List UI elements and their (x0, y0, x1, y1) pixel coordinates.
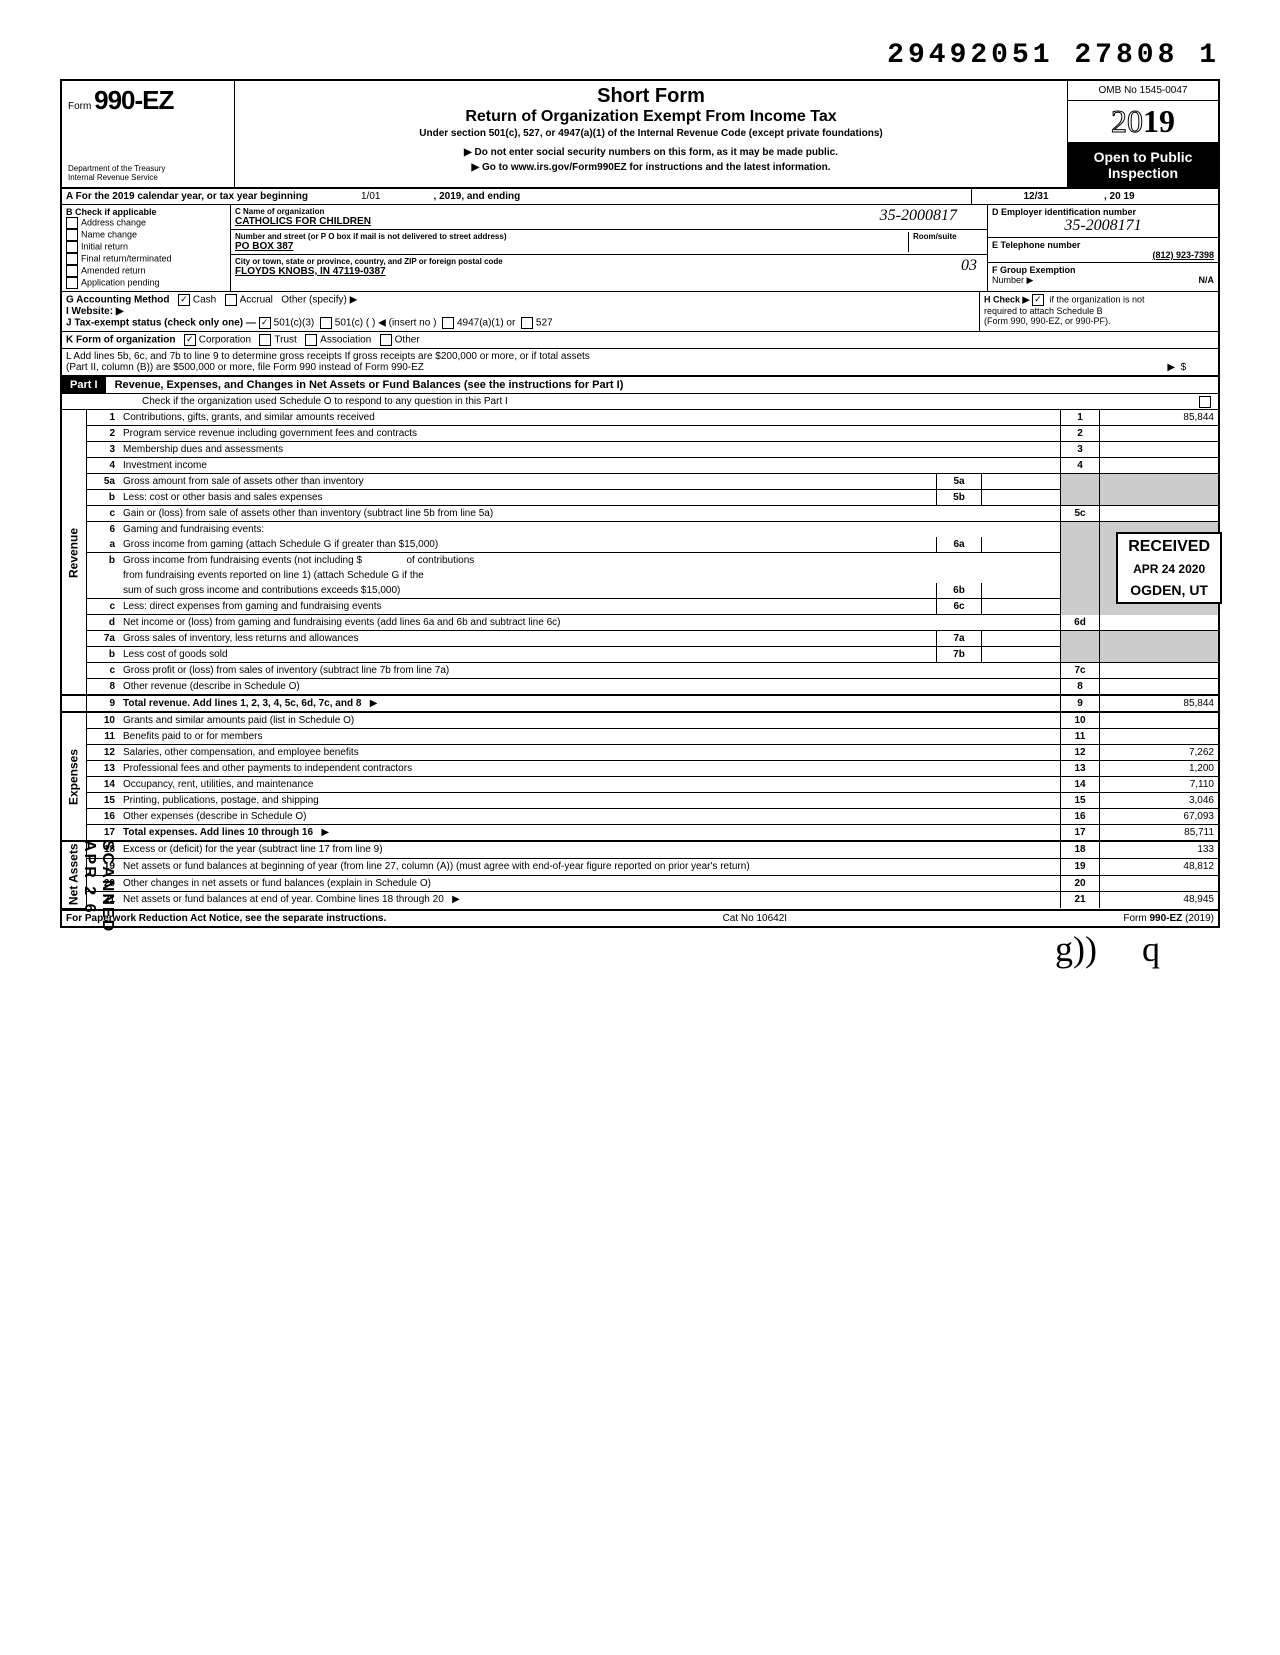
row-a-tax-year: A For the 2019 calendar year, or tax yea… (62, 189, 1218, 205)
part-1-body: Revenue 1Contributions, gifts, grants, a… (62, 410, 1218, 909)
document-locator-number: 29492051 27808 1 (60, 40, 1220, 71)
cash-checkbox[interactable] (178, 294, 190, 306)
form-header: Form 990-EZ Department of the Treasury I… (62, 81, 1218, 189)
527-checkbox[interactable] (521, 317, 533, 329)
form-frame: Form 990-EZ Department of the Treasury I… (60, 79, 1220, 928)
tax-year: 2019 (1068, 101, 1218, 143)
phone: (812) 923-7398 (992, 250, 1214, 260)
schedule-b-checkbox[interactable] (1032, 294, 1044, 306)
association-checkbox[interactable] (305, 334, 317, 346)
form-prefix: Form (68, 101, 91, 112)
org-name: CATHOLICS FOR CHILDREN (235, 216, 371, 227)
line-16-amount: 67,093 (1100, 809, 1219, 825)
part-1-check-row: Check if the organization used Schedule … (62, 394, 1218, 410)
line-9-amount: 85,844 (1100, 695, 1219, 712)
address-change-checkbox[interactable] (66, 217, 78, 229)
open-to-public: Open to Public Inspection (1068, 143, 1218, 187)
line-18-amount: 133 (1100, 841, 1219, 858)
row-l: L Add lines 5b, 6c, and 7b to line 9 to … (62, 349, 1218, 377)
org-address: PO BOX 387 (235, 241, 908, 252)
header-right: OMB No 1545-0047 2019 Open to Public Ins… (1067, 81, 1218, 187)
form-footer: For Paperwork Reduction Act Notice, see … (62, 909, 1218, 926)
line-15-amount: 3,046 (1100, 793, 1219, 809)
line-19-amount: 48,812 (1100, 858, 1219, 875)
received-stamp: RECEIVED APR 24 2020 OGDEN, UT (1116, 532, 1222, 604)
schedule-o-checkbox[interactable] (1199, 396, 1211, 408)
row-k: K Form of organization Corporation Trust… (62, 332, 1218, 349)
hand-03: 03 (961, 257, 977, 275)
line-21-amount: 48,945 (1100, 892, 1219, 908)
line-13-amount: 1,200 (1100, 761, 1219, 777)
line-14-amount: 7,110 (1100, 777, 1219, 793)
header-center: Short Form Return of Organization Exempt… (235, 81, 1067, 187)
col-b-checkboxes: B Check if applicable Address change Nam… (62, 205, 231, 291)
org-city: FLOYDS KNOBS, IN 47119-0387 (235, 266, 386, 277)
501c3-checkbox[interactable] (259, 317, 271, 329)
4947-checkbox[interactable] (442, 317, 454, 329)
org-info-block: B Check if applicable Address change Nam… (62, 205, 1218, 292)
col-h: H Check ▶ if the organization is not req… (979, 292, 1218, 331)
col-c-org-details: C Name of organization CATHOLICS FOR CHI… (231, 205, 988, 291)
accrual-checkbox[interactable] (225, 294, 237, 306)
group-exemption: N/A (1199, 275, 1215, 285)
form-number: 990-EZ (94, 85, 173, 115)
application-pending-checkbox[interactable] (66, 277, 78, 289)
revenue-side-label: Revenue (62, 410, 87, 695)
short-form-label: Short Form (245, 85, 1057, 108)
corporation-checkbox[interactable] (184, 334, 196, 346)
line-1-amount: 85,844 (1100, 410, 1219, 426)
ein-circled: 35-2008171 (992, 217, 1214, 235)
line-17-amount: 85,711 (1100, 825, 1219, 842)
net-assets-side-label: Net Assets (62, 841, 87, 908)
website-note: ▶ Go to www.irs.gov/Form990EZ for instru… (245, 162, 1057, 173)
other-org-checkbox[interactable] (380, 334, 392, 346)
form-container: SCANNED APR 2 6 29492051 27808 1 Form 99… (60, 40, 1220, 970)
omb-number: OMB No 1545-0047 (1068, 81, 1218, 101)
ein-handwritten: 35-2000817 (880, 207, 957, 225)
row-g-h: G Accounting Method Cash Accrual Other (… (62, 292, 1218, 332)
line-12-amount: 7,262 (1100, 745, 1219, 761)
signatures: g)) q (60, 928, 1220, 970)
501c-checkbox[interactable] (320, 317, 332, 329)
amended-return-checkbox[interactable] (66, 265, 78, 277)
header-left: Form 990-EZ Department of the Treasury I… (62, 81, 235, 187)
form-version: Form 990-EZ (2019) (1123, 913, 1214, 924)
form-title: Return of Organization Exempt From Incom… (245, 108, 1057, 126)
initial-return-checkbox[interactable] (66, 241, 78, 253)
col-d-e-f: D Employer identification number 35-2008… (988, 205, 1218, 291)
part-1-header: Part I Revenue, Expenses, and Changes in… (62, 377, 1218, 394)
ssn-note: ▶ Do not enter social security numbers o… (245, 147, 1057, 158)
name-change-checkbox[interactable] (66, 229, 78, 241)
department-info: Department of the Treasury Internal Reve… (68, 165, 228, 183)
final-return-checkbox[interactable] (66, 253, 78, 265)
lines-table: Revenue 1Contributions, gifts, grants, a… (62, 410, 1218, 909)
expenses-side-label: Expenses (62, 712, 87, 841)
trust-checkbox[interactable] (259, 334, 271, 346)
form-subtitle: Under section 501(c), 527, or 4947(a)(1)… (245, 128, 1057, 139)
